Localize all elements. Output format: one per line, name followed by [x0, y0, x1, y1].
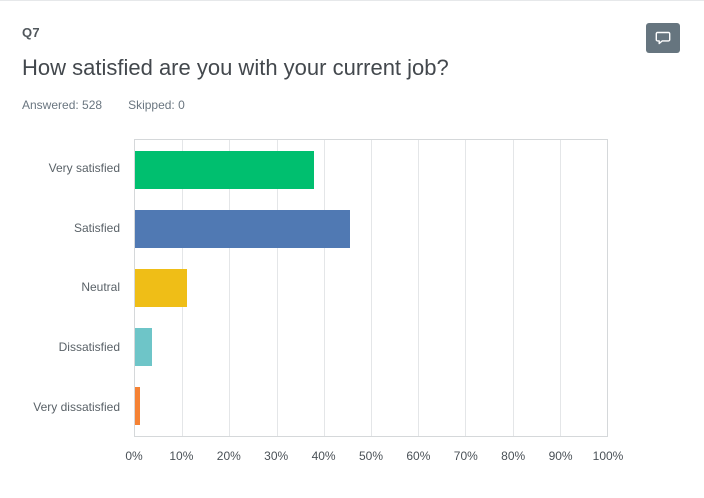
bar-row-satisfied [135, 199, 607, 258]
x-tick-label: 0% [125, 449, 143, 463]
response-stats: Answered: 528 Skipped: 0 [22, 98, 680, 112]
gridline [229, 140, 231, 436]
skipped-count: Skipped: 0 [128, 98, 185, 112]
gridline [559, 140, 561, 436]
plot-area [134, 139, 608, 437]
category-labels: Very satisfied Satisfied Neutral Dissatisfi… [22, 139, 134, 437]
x-tick-label: 50% [358, 449, 384, 463]
bar-row-very-satisfied [135, 140, 607, 199]
x-axis-ticks: 0% 10% 20% 30% 40% 50% 60% 70% 80% 90% 100% [125, 449, 623, 465]
answered-count: Answered: 528 [22, 98, 103, 112]
bar-row-neutral [135, 258, 607, 317]
bar-very-satisfied[interactable] [135, 150, 315, 189]
bar-very-dissatisfied[interactable] [135, 387, 140, 426]
x-tick-label: 40% [311, 449, 336, 463]
chart-grid: Very satisfied Satisfied Neutral Dissatisfi… [22, 139, 704, 437]
x-tick-label: 70% [453, 449, 478, 463]
bar-neutral[interactable] [135, 268, 187, 307]
x-tick-label: 10% [169, 449, 194, 463]
bar-row-very-dissatisfied [135, 377, 607, 436]
bar-satisfied[interactable] [135, 209, 350, 248]
category-label-neutral: Neutral [81, 280, 120, 295]
x-tick-label: 80% [501, 449, 526, 463]
question-title: How satisfied are you with your current … [22, 55, 449, 80]
x-tick-label: 20% [216, 449, 241, 463]
category-label-dissatisfied: Dissatisfied [58, 340, 120, 355]
gridline [276, 140, 278, 436]
gridline [512, 140, 514, 436]
category-label-satisfied: Satisfied [73, 220, 120, 235]
bar-row-dissatisfied [135, 318, 607, 377]
gridline [323, 140, 325, 436]
x-tick-label: 90% [548, 449, 573, 463]
x-tick-label: 60% [406, 449, 431, 463]
category-label-very-satisfied: Very satisfied [48, 161, 120, 176]
gridline [465, 140, 467, 436]
gridline [371, 140, 372, 436]
bar-dissatisfied[interactable] [135, 328, 152, 367]
x-axis: 0% 10% 20% 30% 40% 50% 60% 70% 80% 90% 100% [22, 449, 704, 465]
comment-button[interactable] [646, 23, 680, 53]
question-header: Q7 How satisfied are you with your curre… [0, 1, 704, 112]
x-axis-spacer [22, 449, 134, 465]
x-tick-label: 100% [592, 449, 624, 463]
speech-bubble-icon [655, 31, 671, 45]
question-number: Q7 [22, 25, 40, 40]
category-label-very-dissatisfied: Very dissatisfied [33, 399, 120, 414]
gridline [418, 140, 420, 436]
bar-chart: Very satisfied Satisfied Neutral Dissatisfi… [22, 139, 704, 465]
x-tick-label: 30% [264, 449, 289, 463]
